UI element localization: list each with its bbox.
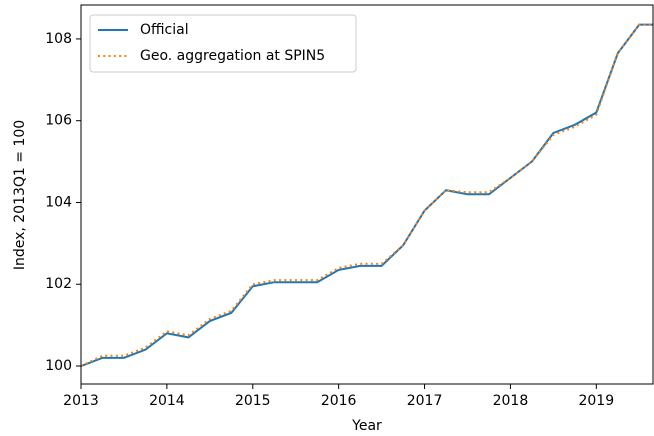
x-tick-label: 2017 bbox=[407, 393, 443, 409]
x-tick-label: 2015 bbox=[235, 393, 271, 409]
y-tick-label: 102 bbox=[45, 276, 72, 292]
plot-area bbox=[81, 23, 653, 367]
x-tick-label: 2013 bbox=[63, 393, 99, 409]
y-tick-label: 104 bbox=[45, 194, 72, 210]
y-tick-label: 108 bbox=[45, 31, 72, 47]
series-line bbox=[81, 23, 653, 367]
series-line bbox=[81, 23, 653, 367]
y-axis-label: Index, 2013Q1 = 100 bbox=[12, 120, 28, 270]
y-tick-label: 100 bbox=[45, 358, 72, 374]
x-tick-label: 2014 bbox=[149, 393, 185, 409]
plot-frame bbox=[80, 4, 654, 385]
legend-label: Official bbox=[140, 22, 189, 38]
x-tick-label: 2016 bbox=[321, 393, 357, 409]
legend-label: Geo. aggregation at SPIN5 bbox=[140, 48, 325, 64]
x-tick-label: 2019 bbox=[578, 393, 614, 409]
y-tick-label: 106 bbox=[45, 113, 72, 129]
legend-box bbox=[89, 14, 357, 73]
x-axis-label: Year bbox=[351, 418, 382, 434]
x-tick-label: 2018 bbox=[493, 393, 529, 409]
